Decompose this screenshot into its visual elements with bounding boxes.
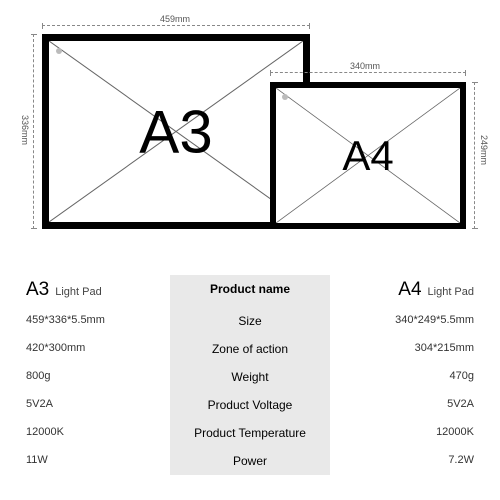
- a4-size-label: A4: [342, 132, 393, 180]
- table-cell: 420*300mm: [20, 335, 170, 363]
- a4-height-dim-line: [474, 82, 475, 229]
- a3-power-dot-icon: [56, 48, 62, 54]
- table-cell: Power: [170, 447, 330, 475]
- table-cell: 12000K: [330, 419, 480, 447]
- table-cell: 304*215mm: [330, 335, 480, 363]
- a4-height-dim-label: 249mm: [479, 135, 489, 165]
- a3-width-dim-line: [42, 25, 310, 26]
- table-cell: 340*249*5.5mm: [330, 307, 480, 335]
- a3-width-dim-label: 459mm: [160, 14, 190, 24]
- table-cell: 800g: [20, 363, 170, 391]
- table-cell: 12000K: [20, 419, 170, 447]
- a4-width-dim-line: [270, 72, 466, 73]
- col-header-a4: A4 Light Pad: [330, 275, 480, 307]
- col-header-a3-big: A3: [26, 279, 49, 301]
- table-cell: 7.2W: [330, 447, 480, 475]
- col-header-mid: Product name: [170, 275, 330, 307]
- col-header-a3-small: Light Pad: [55, 286, 101, 298]
- col-header-a3: A3 Light Pad: [20, 275, 170, 307]
- a3-height-dim-label: 336mm: [20, 115, 30, 145]
- table-cell: Product Voltage: [170, 391, 330, 419]
- a4-width-dim-label: 340mm: [350, 61, 380, 71]
- size-diagram: 459mm 336mm A3 340mm 249mm: [0, 0, 500, 260]
- table-cell: Weight: [170, 363, 330, 391]
- table-cell: 5V2A: [330, 391, 480, 419]
- a3-height-dim-line: [33, 34, 34, 229]
- col-header-a4-big: A4: [398, 279, 421, 301]
- table-cell: 459*336*5.5mm: [20, 307, 170, 335]
- panel-a4: A4: [270, 82, 466, 229]
- col-header-a4-small: Light Pad: [428, 286, 474, 298]
- table-cell: 11W: [20, 447, 170, 475]
- table-cell: Product Temperature: [170, 419, 330, 447]
- spec-comparison-table: A3 Light Pad Product name A4 Light Pad 4…: [20, 275, 480, 475]
- table-cell: Zone of action: [170, 335, 330, 363]
- table-cell: Size: [170, 307, 330, 335]
- a4-power-dot-icon: [282, 94, 288, 100]
- table-cell: 470g: [330, 363, 480, 391]
- table-cell: 5V2A: [20, 391, 170, 419]
- a3-size-label: A3: [139, 97, 212, 166]
